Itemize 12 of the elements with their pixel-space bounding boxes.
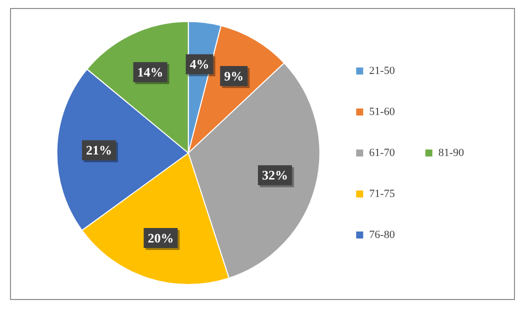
data-label: 4% bbox=[190, 56, 210, 72]
legend-label: 71-75 bbox=[369, 188, 396, 200]
data-label: 9% bbox=[224, 68, 244, 84]
legend-label: 51-60 bbox=[369, 106, 396, 118]
legend-label: 76-80 bbox=[369, 228, 396, 241]
legend-label: 61-70 bbox=[369, 146, 396, 159]
data-label: 14% bbox=[137, 64, 164, 80]
legend-label: 81-90 bbox=[438, 146, 464, 159]
data-label: 20% bbox=[148, 230, 174, 246]
data-label: 21% bbox=[86, 142, 112, 158]
data-label: 32% bbox=[262, 168, 288, 183]
legend-label: 21-50 bbox=[369, 64, 396, 77]
